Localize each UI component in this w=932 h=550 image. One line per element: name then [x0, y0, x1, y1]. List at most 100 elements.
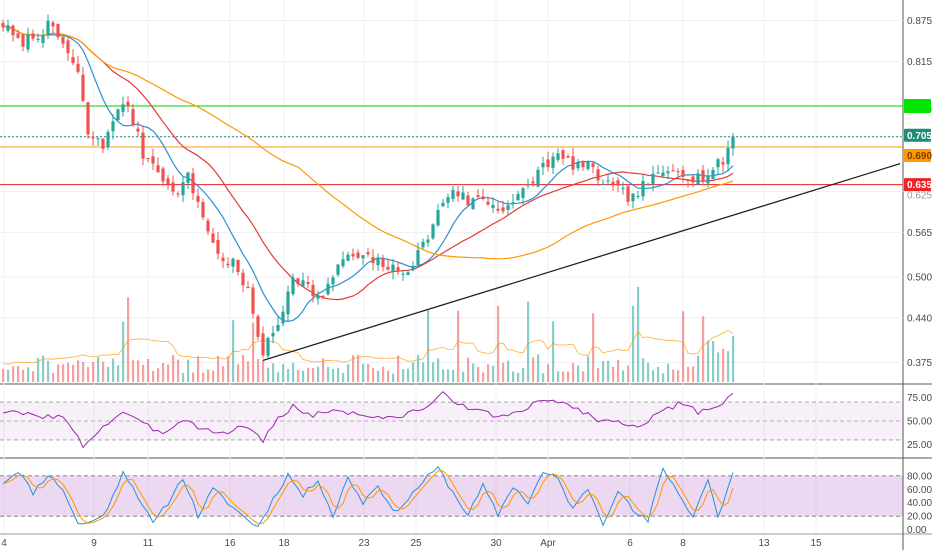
- candle: [331, 275, 335, 292]
- candle: [6, 19, 10, 33]
- candle: [81, 67, 85, 102]
- candle-body: [506, 205, 510, 210]
- volume-bar: [477, 366, 480, 382]
- candle: [61, 36, 65, 48]
- volume-ma-line: [2, 329, 734, 365]
- candle-body: [601, 183, 605, 185]
- candle: [301, 272, 305, 287]
- candle: [586, 160, 590, 171]
- time-tick-label: 6: [627, 538, 633, 549]
- candle: [611, 177, 615, 191]
- volume-bar: [357, 354, 360, 382]
- volume-bar: [197, 356, 200, 382]
- candle-body: [681, 169, 685, 177]
- candle: [491, 197, 495, 213]
- time-tick-label: 30: [490, 538, 502, 549]
- candle: [521, 187, 525, 206]
- candle-body: [346, 254, 350, 261]
- price-tick-label: 0.565: [907, 228, 932, 239]
- volume-bar: [327, 366, 330, 382]
- time-axis[interactable]: 4 9 11 16 18 23 25 30 Apr 6 8 13 15: [1, 538, 822, 549]
- candle-body: [46, 20, 50, 35]
- candle: [631, 193, 635, 209]
- candle-body: [256, 316, 260, 337]
- candle-body: [621, 188, 625, 190]
- volume-bar: [612, 366, 615, 382]
- volume-bar: [142, 364, 145, 382]
- candle: [656, 164, 660, 174]
- candle-body: [301, 280, 305, 287]
- volume-bar: [402, 369, 405, 382]
- candle: [506, 200, 510, 216]
- candle: [291, 273, 295, 297]
- candle: [41, 28, 45, 48]
- candle: [646, 182, 650, 186]
- candle-body: [441, 202, 445, 207]
- candle-body: [396, 267, 400, 271]
- candle: [546, 151, 550, 172]
- candle-body: [456, 191, 460, 197]
- candle-body: [321, 295, 325, 298]
- candle-body: [591, 163, 595, 168]
- candle-body: [66, 40, 70, 54]
- candle: [36, 33, 40, 43]
- candle-body: [251, 287, 255, 314]
- candle-body: [576, 162, 580, 169]
- volume-bar: [507, 360, 510, 382]
- candle: [416, 242, 420, 267]
- volume-bar: [282, 364, 285, 382]
- candle-body: [731, 136, 735, 149]
- volume-bar: [122, 321, 125, 382]
- volume-bar: [532, 357, 535, 382]
- volume-bar: [482, 372, 485, 382]
- volume-bar: [247, 361, 250, 382]
- volume-bar: [387, 370, 390, 382]
- candle: [346, 251, 350, 262]
- candle-body: [511, 202, 515, 204]
- candle: [166, 174, 170, 190]
- price-tick-label: 0.875: [907, 16, 932, 27]
- candle: [426, 234, 430, 247]
- candle: [141, 125, 145, 166]
- volume-bar: [307, 367, 310, 382]
- oscillator-panes: [0, 391, 903, 527]
- price-badge-box: [904, 128, 931, 142]
- volume-bar: [52, 372, 55, 382]
- time-tick-label: 8: [680, 538, 686, 549]
- stoch-tick-label: 60.00: [907, 485, 932, 496]
- candle-body: [231, 258, 235, 267]
- candle: [671, 164, 675, 172]
- candle: [406, 270, 410, 276]
- candle: [306, 275, 310, 288]
- candle-body: [691, 176, 695, 183]
- candle-body: [586, 161, 590, 169]
- volume-bar: [537, 354, 540, 382]
- volume-bar: [212, 370, 215, 382]
- candle: [496, 200, 500, 214]
- candle: [471, 197, 475, 210]
- moving-average-line: [2, 25, 734, 301]
- volume-bar: [722, 348, 725, 382]
- candle: [581, 160, 585, 171]
- candle-body: [541, 163, 545, 168]
- candle: [271, 325, 275, 344]
- volume-bar: [187, 359, 190, 382]
- volume-bar: [107, 366, 110, 382]
- volume-bar: [177, 359, 180, 382]
- candle-body: [281, 311, 285, 324]
- volume-bar: [37, 357, 40, 382]
- volume-bar: [452, 370, 455, 382]
- volume-bar: [337, 367, 340, 382]
- volume-bar: [522, 367, 525, 382]
- candle: [386, 258, 390, 272]
- candle: [66, 36, 70, 61]
- volume-bar: [207, 369, 210, 382]
- candle: [401, 269, 405, 281]
- candle-body: [661, 172, 665, 177]
- candle: [716, 157, 720, 175]
- candle: [146, 157, 150, 163]
- candle-body: [631, 193, 635, 202]
- candle-body: [486, 201, 490, 205]
- candle-body: [461, 192, 465, 200]
- candle-body: [171, 182, 175, 192]
